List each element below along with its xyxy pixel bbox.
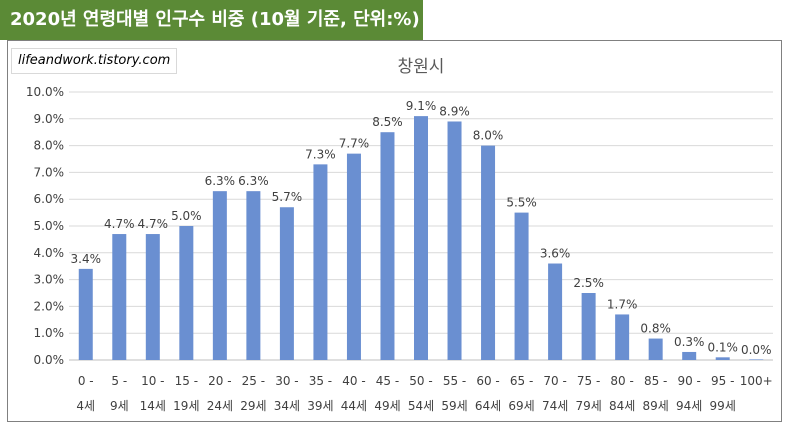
y-tick-label: 5.0% [34, 219, 65, 233]
y-tick-label: 3.0% [34, 273, 65, 287]
x-tick-label: 60 - [476, 374, 499, 388]
x-tick-label: 50 - [409, 374, 432, 388]
data-label: 8.5% [372, 115, 403, 129]
x-tick-label: 4세 [76, 399, 95, 413]
bar [615, 314, 630, 360]
x-tick-label: 30 - [275, 374, 298, 388]
bar [715, 357, 730, 360]
bar [279, 207, 294, 360]
bar [749, 359, 764, 360]
y-tick-label: 6.0% [34, 192, 65, 206]
bar [179, 226, 194, 360]
y-tick-label: 10.0% [26, 85, 64, 99]
y-tick-label: 7.0% [34, 165, 65, 179]
x-tick-label: 85 - [644, 374, 667, 388]
y-tick-label: 9.0% [34, 112, 65, 126]
data-label: 0.3% [674, 335, 705, 349]
bar [212, 191, 227, 360]
data-label: 0.0% [741, 343, 772, 357]
x-tick-label: 35 - [309, 374, 332, 388]
data-label: 1.7% [607, 297, 638, 311]
bar [380, 132, 395, 360]
bar [447, 121, 462, 360]
bar [346, 153, 361, 360]
data-label: 3.6% [540, 247, 571, 261]
x-tick-label: 80 - [610, 374, 633, 388]
data-label: 6.3% [238, 174, 269, 188]
bar [112, 234, 127, 360]
data-label: 3.4% [71, 252, 102, 266]
x-tick-label: 20 - [208, 374, 231, 388]
x-tick-label: 29세 [240, 399, 266, 413]
bar [481, 145, 496, 360]
x-tick-label: 45 - [376, 374, 399, 388]
x-tick-label: 90 - [677, 374, 700, 388]
chart-frame [7, 40, 782, 422]
data-label: 0.8% [640, 322, 671, 336]
x-tick-label: 44세 [341, 399, 367, 413]
y-tick-label: 4.0% [34, 246, 65, 260]
x-tick-label: 79세 [575, 399, 601, 413]
x-tick-label: 59세 [441, 399, 467, 413]
x-tick-label: 64세 [475, 399, 501, 413]
bar [414, 116, 428, 361]
y-tick-label: 2.0% [34, 299, 65, 313]
data-label: 7.7% [339, 137, 370, 151]
chart-title: 창원시 [398, 57, 445, 77]
data-label: 0.1% [707, 340, 738, 354]
x-tick-label: 65 - [510, 374, 533, 388]
x-tick-label: 54세 [408, 399, 434, 413]
y-tick-label: 0.0% [34, 353, 65, 367]
x-tick-label: 49세 [374, 399, 400, 413]
bar [648, 338, 663, 360]
x-tick-label: 34세 [274, 399, 300, 413]
x-tick-label: 89세 [643, 399, 669, 413]
bar [246, 191, 261, 360]
banner-title: 2020년 연령대별 인구수 비중 (10월 기준, 단위:%) [0, 0, 423, 40]
x-tick-label: 39세 [307, 399, 333, 413]
bar [78, 268, 93, 360]
x-tick-label: 15 - [175, 374, 198, 388]
data-label: 9.1% [406, 99, 437, 113]
data-label: 5.0% [171, 209, 202, 223]
x-tick-label: 99세 [710, 399, 736, 413]
x-tick-label: 84세 [609, 399, 635, 413]
bar [313, 164, 328, 360]
data-label: 5.7% [272, 190, 303, 204]
x-tick-label: 5 - [111, 374, 127, 388]
x-tick-label: 9세 [110, 399, 129, 413]
x-tick-label: 14세 [140, 399, 166, 413]
x-tick-label: 100+ [740, 374, 773, 388]
bar [682, 351, 697, 360]
x-tick-label: 70 - [543, 374, 566, 388]
y-tick-label: 8.0% [34, 139, 65, 153]
data-label: 8.9% [439, 104, 470, 118]
x-tick-label: 25 - [242, 374, 265, 388]
data-label: 2.5% [573, 276, 604, 290]
x-tick-label: 10 - [141, 374, 164, 388]
data-label: 4.7% [104, 217, 135, 231]
x-tick-label: 74세 [542, 399, 568, 413]
x-tick-label: 24세 [207, 399, 233, 413]
x-tick-label: 95 - [711, 374, 734, 388]
x-tick-label: 0 - [78, 374, 94, 388]
data-label: 7.3% [305, 147, 336, 161]
data-label: 5.5% [506, 196, 537, 210]
y-tick-label: 1.0% [34, 326, 65, 340]
bar [548, 263, 563, 360]
x-tick-label: 19세 [173, 399, 199, 413]
data-label: 6.3% [205, 174, 236, 188]
data-label: 4.7% [138, 217, 169, 231]
x-tick-label: 69세 [508, 399, 534, 413]
data-label: 8.0% [473, 129, 504, 143]
bar [145, 234, 160, 360]
x-tick-label: 40 - [342, 374, 365, 388]
x-tick-label: 75 - [577, 374, 600, 388]
x-tick-label: 55 - [443, 374, 466, 388]
bar [514, 212, 529, 360]
watermark-label: lifeandwork.tistory.com [11, 48, 178, 74]
x-tick-label: 94세 [676, 399, 702, 413]
bar [581, 293, 596, 360]
